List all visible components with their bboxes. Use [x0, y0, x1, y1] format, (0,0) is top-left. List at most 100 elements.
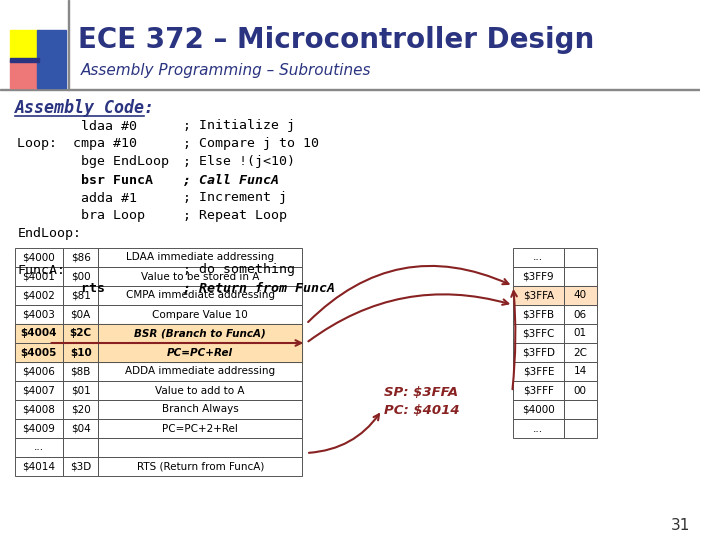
Text: ldaa #0: ldaa #0 — [17, 119, 138, 132]
Bar — [513, 267, 564, 286]
Text: ; Call FuncA: ; Call FuncA — [183, 173, 279, 186]
Text: SP: $3FFA: SP: $3FFA — [384, 386, 458, 399]
Text: $4006: $4006 — [22, 367, 55, 376]
Bar — [68, 0, 70, 90]
Text: bra Loop: bra Loop — [17, 210, 145, 222]
Bar — [63, 343, 98, 362]
Bar — [98, 343, 302, 362]
Text: Assembly Code:: Assembly Code: — [14, 99, 155, 117]
Text: $86: $86 — [71, 253, 91, 262]
Text: PC=PC+Rel: PC=PC+Rel — [167, 348, 233, 357]
Text: ...: ... — [34, 442, 44, 453]
Bar — [564, 267, 597, 286]
Bar — [564, 343, 597, 362]
Text: ADDA immediate addressing: ADDA immediate addressing — [125, 367, 275, 376]
Text: 31: 31 — [670, 517, 690, 532]
Text: ; Return from FuncA: ; Return from FuncA — [183, 281, 335, 294]
Text: $4001: $4001 — [22, 272, 55, 281]
Text: 2C: 2C — [573, 348, 588, 357]
Bar — [14, 362, 63, 381]
Text: 01: 01 — [574, 328, 587, 339]
Bar — [513, 362, 564, 381]
Text: $3FFD: $3FFD — [522, 348, 555, 357]
Bar — [63, 324, 98, 343]
Text: $3D: $3D — [70, 462, 91, 471]
Text: PC: $4014: PC: $4014 — [384, 403, 459, 416]
Bar — [513, 400, 564, 419]
Bar — [564, 248, 597, 267]
Bar — [564, 305, 597, 324]
Bar — [63, 248, 98, 267]
Bar — [564, 419, 597, 438]
Text: $04: $04 — [71, 423, 91, 434]
Text: ; do something: ; do something — [183, 264, 294, 276]
Text: $3FFA: $3FFA — [523, 291, 554, 300]
Text: $4008: $4008 — [22, 404, 55, 415]
Text: ; Increment j: ; Increment j — [183, 192, 287, 205]
Bar — [513, 248, 564, 267]
Bar — [513, 286, 597, 305]
Text: $3FFF: $3FFF — [523, 386, 554, 395]
Bar — [14, 324, 302, 343]
Text: RTS (Return from FuncA): RTS (Return from FuncA) — [137, 462, 264, 471]
Text: bsr FuncA: bsr FuncA — [17, 173, 153, 186]
Text: ; Initialize j: ; Initialize j — [183, 119, 294, 132]
Bar — [564, 324, 597, 343]
Bar — [63, 419, 98, 438]
Text: Assembly Programming – Subroutines: Assembly Programming – Subroutines — [81, 63, 372, 78]
Bar — [513, 343, 564, 362]
Bar — [63, 438, 98, 457]
Text: ...: ... — [534, 253, 544, 262]
Bar — [513, 419, 564, 438]
Bar — [98, 457, 302, 476]
Bar — [564, 381, 597, 400]
Text: 06: 06 — [574, 309, 587, 320]
Bar — [63, 305, 98, 324]
Text: $4000: $4000 — [22, 253, 55, 262]
Text: PC=PC+2+Rel: PC=PC+2+Rel — [162, 423, 238, 434]
Bar — [98, 419, 302, 438]
Text: LDAA immediate addressing: LDAA immediate addressing — [126, 253, 274, 262]
Bar — [14, 343, 63, 362]
Text: 40: 40 — [574, 291, 587, 300]
Bar — [9, 30, 39, 58]
Bar — [513, 305, 564, 324]
Text: $4002: $4002 — [22, 291, 55, 300]
Bar — [14, 457, 63, 476]
Text: rts: rts — [17, 281, 106, 294]
Bar — [98, 400, 302, 419]
Text: $4009: $4009 — [22, 423, 55, 434]
Bar — [98, 305, 302, 324]
Bar — [14, 324, 63, 343]
Text: bge EndLoop: bge EndLoop — [17, 156, 169, 168]
Text: 14: 14 — [574, 367, 587, 376]
Bar — [63, 362, 98, 381]
Text: $3FFC: $3FFC — [522, 328, 554, 339]
Text: $8B: $8B — [71, 367, 91, 376]
Text: FuncA:: FuncA: — [17, 264, 66, 276]
Bar — [14, 305, 63, 324]
Text: $4000: $4000 — [522, 404, 555, 415]
Bar — [564, 400, 597, 419]
Bar — [98, 438, 302, 457]
Bar — [14, 248, 63, 267]
Text: ECE 372 – Microcontroller Design: ECE 372 – Microcontroller Design — [78, 26, 594, 54]
Text: $10: $10 — [70, 348, 91, 357]
Text: Loop:  cmpa #10: Loop: cmpa #10 — [17, 138, 138, 151]
Text: $4005: $4005 — [21, 348, 57, 357]
Text: $4007: $4007 — [22, 386, 55, 395]
Text: ; Else !(j<10): ; Else !(j<10) — [183, 156, 294, 168]
Text: $4004: $4004 — [21, 328, 57, 339]
Text: $0A: $0A — [71, 309, 91, 320]
Bar — [98, 267, 302, 286]
Bar — [9, 58, 39, 62]
Text: Value to be stored in A: Value to be stored in A — [141, 272, 259, 281]
Bar — [14, 419, 63, 438]
Text: $3FFE: $3FFE — [523, 367, 554, 376]
Text: ; Compare j to 10: ; Compare j to 10 — [183, 138, 319, 151]
Text: BSR (Branch to FuncA): BSR (Branch to FuncA) — [135, 328, 266, 339]
Text: $00: $00 — [71, 272, 91, 281]
Bar — [564, 286, 597, 305]
Text: adda #1: adda #1 — [17, 192, 138, 205]
Text: Value to add to A: Value to add to A — [156, 386, 245, 395]
